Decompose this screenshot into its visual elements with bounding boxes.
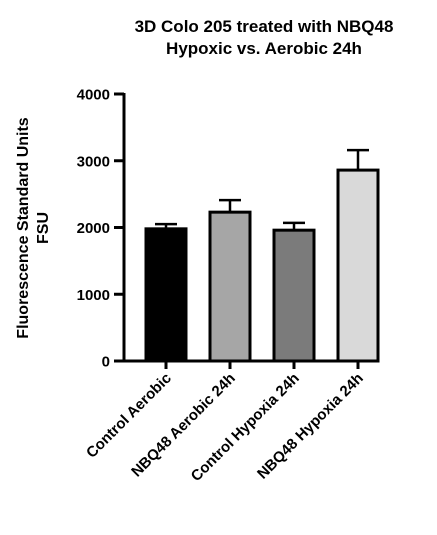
y-ticks-group: 0 1000 2000 3000 4000 xyxy=(77,87,360,371)
y-axis-title-line-2: FSU xyxy=(35,212,52,244)
bar xyxy=(272,228,316,363)
y-tick-label: 0 xyxy=(102,354,110,371)
x-category-label: Control Hypoxia 24h xyxy=(188,370,303,485)
y-tick-label: 3000 xyxy=(77,153,110,170)
bars-group xyxy=(144,168,380,363)
x-category-label: NBQ48 Hypoxia 24h xyxy=(254,370,367,483)
error-bars-group xyxy=(155,148,369,231)
y-tick-label: 4000 xyxy=(77,87,110,104)
y-axis-title-line-1: Fluorescence Standard Units xyxy=(15,117,32,338)
y-tick-label: 2000 xyxy=(77,220,110,237)
chart-title-line-2: Hypoxic vs. Aerobic 24h xyxy=(166,39,362,58)
y-tick-label: 1000 xyxy=(77,287,110,304)
x-category-label: NBQ48 Aerobic 24h xyxy=(128,370,239,481)
bar xyxy=(208,210,252,363)
chart-title-line-1: 3D Colo 205 treated with NBQ48 xyxy=(135,17,394,36)
bar xyxy=(144,227,188,363)
bar xyxy=(336,168,380,363)
